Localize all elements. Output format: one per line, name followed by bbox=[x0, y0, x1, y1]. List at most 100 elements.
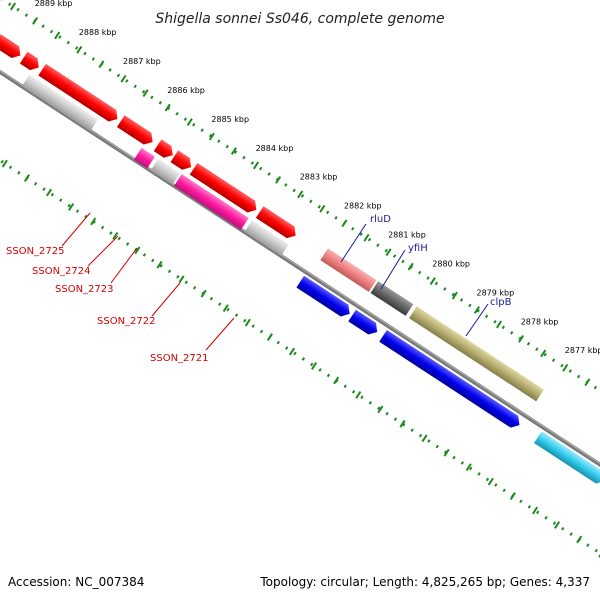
outer-tick-mark bbox=[98, 60, 105, 69]
left-gene-labels: SSON_2725 SSON_2724 SSON_2723 SSON_2722 … bbox=[6, 212, 235, 364]
tick-label: 2884 kbp bbox=[256, 144, 294, 153]
gene-clpb[interactable] bbox=[408, 306, 544, 402]
inner-tick-mark bbox=[443, 448, 450, 457]
gene-red-sson-2725[interactable] bbox=[38, 63, 121, 125]
tick-label: 2880 kbp bbox=[432, 259, 470, 268]
inner-tick-mark bbox=[333, 376, 340, 385]
label-sson-2721[interactable]: SSON_2721 bbox=[150, 353, 209, 364]
tick-label: 2886 kbp bbox=[167, 86, 205, 95]
leader-clpb bbox=[465, 303, 489, 337]
leader-sson-2724 bbox=[87, 235, 119, 267]
outer-tick-mark bbox=[142, 89, 149, 98]
gene-pink-sson-2724[interactable] bbox=[133, 147, 155, 169]
tick-label: 2879 kbp bbox=[477, 288, 515, 297]
gene-pink-sson-2722[interactable] bbox=[174, 174, 249, 230]
right-gene-labels: rluD yfiH clpB bbox=[340, 214, 512, 337]
tick-label: 2877 kbp bbox=[565, 346, 600, 355]
outer-tick-mark bbox=[385, 248, 392, 257]
accession-text: Accession: NC_007384 bbox=[8, 575, 144, 589]
outer-tick-mark bbox=[495, 320, 503, 329]
inner-tick-mark bbox=[134, 246, 141, 255]
inner-tick-mark bbox=[531, 506, 539, 515]
outer-tick-mark bbox=[230, 147, 237, 155]
gene-red-sson-2721[interactable] bbox=[255, 206, 300, 241]
gene-red-sson-2724[interactable] bbox=[116, 115, 156, 148]
leader-sson-2723 bbox=[110, 247, 138, 284]
leader-rlud bbox=[340, 223, 367, 263]
gene-blue-2[interactable] bbox=[348, 309, 381, 338]
gene-blue-1[interactable] bbox=[296, 275, 353, 320]
outer-tick-mark bbox=[473, 306, 480, 314]
tick-labels: 2889 kbp 2888 kbp 2887 kbp 2886 kbp 2885 kbp… bbox=[35, 0, 600, 355]
inner-tick-mark bbox=[377, 405, 384, 414]
outer-tick-mark bbox=[407, 262, 414, 271]
inner-tick-mark bbox=[23, 174, 30, 182]
inner-tick-mark bbox=[1, 159, 8, 168]
tick-label: 2882 kbp bbox=[344, 202, 382, 211]
genome-track bbox=[0, 0, 600, 563]
leader-sson-2721 bbox=[205, 317, 235, 351]
outer-tick-mark bbox=[562, 363, 569, 372]
gene-blue-3[interactable] bbox=[379, 329, 523, 431]
outer-tick-mark bbox=[208, 132, 215, 141]
label-sson-2724[interactable]: SSON_2724 bbox=[32, 266, 91, 277]
map-title: Shigella sonnei Ss046, complete genome bbox=[155, 11, 444, 27]
gene-red-sson-2723b[interactable] bbox=[170, 150, 195, 173]
inner-tick-mark bbox=[509, 492, 516, 500]
inner-tick-mark bbox=[112, 231, 119, 240]
tick-label: 2887 kbp bbox=[123, 57, 161, 66]
inner-tick-mark bbox=[45, 188, 53, 197]
gene-rlud[interactable] bbox=[320, 248, 377, 292]
gene-yfih[interactable] bbox=[370, 281, 414, 316]
inner-tick-mark bbox=[399, 419, 406, 428]
inner-tick-mark bbox=[266, 333, 273, 341]
outer-tick-mark bbox=[297, 190, 304, 199]
outer-tick-mark bbox=[319, 204, 326, 213]
inner-tick-mark bbox=[244, 318, 251, 327]
inner-tick-mark bbox=[200, 289, 207, 298]
label-sson-2723[interactable]: SSON_2723 bbox=[55, 284, 114, 295]
gene-gray-sson-2721[interactable] bbox=[244, 220, 289, 256]
label-rlud[interactable]: rluD bbox=[370, 214, 391, 225]
inner-tick-mark bbox=[156, 260, 163, 269]
inner-tick-mark bbox=[68, 203, 75, 211]
tick-label: 2888 kbp bbox=[79, 28, 117, 37]
tick-label: 2889 kbp bbox=[35, 0, 73, 8]
forward-features-row2 bbox=[21, 74, 289, 256]
gene-cyan-1[interactable] bbox=[534, 431, 600, 487]
inner-tick-line bbox=[0, 94, 600, 563]
gene-red-1[interactable] bbox=[0, 34, 24, 61]
inner-tick-mark bbox=[487, 477, 494, 486]
gene-red-sson-2722[interactable] bbox=[189, 162, 260, 216]
genome-backbone bbox=[0, 48, 600, 501]
label-clpb[interactable]: clpB bbox=[490, 297, 512, 308]
outer-tick-mark bbox=[54, 31, 61, 40]
tick-label: 2881 kbp bbox=[388, 231, 426, 240]
inner-tick-mark bbox=[311, 362, 318, 370]
inner-tick-mark bbox=[90, 217, 97, 226]
inner-tick-mark bbox=[178, 275, 185, 284]
outer-tick-mark bbox=[341, 219, 348, 228]
label-yfih[interactable]: yfiH bbox=[408, 243, 428, 254]
forward-features bbox=[0, 34, 300, 241]
gene-gray-sson-2725[interactable] bbox=[21, 74, 99, 132]
gene-gray-sson-2723[interactable] bbox=[150, 158, 181, 185]
outer-tick-mark bbox=[518, 335, 525, 343]
label-sson-2725[interactable]: SSON_2725 bbox=[6, 246, 65, 257]
outer-tick-mark bbox=[120, 74, 127, 83]
inner-tick-mark bbox=[288, 347, 296, 356]
outer-tick-mark bbox=[252, 161, 260, 170]
gene-red-2[interactable] bbox=[19, 51, 43, 74]
inner-tick-mark bbox=[554, 521, 561, 529]
outer-tick-mark bbox=[363, 233, 370, 242]
topology-text: Topology: circular; Length: 4,825,265 bp… bbox=[259, 575, 590, 589]
gene-red-sson-2723a[interactable] bbox=[153, 139, 177, 161]
inner-tick-mark bbox=[355, 390, 362, 399]
label-sson-2722[interactable]: SSON_2722 bbox=[97, 316, 156, 327]
outer-tick-mark bbox=[429, 277, 436, 285]
outer-tick-mark bbox=[32, 16, 39, 25]
tick-label: 2885 kbp bbox=[211, 115, 249, 124]
tick-marks bbox=[1, 2, 600, 558]
outer-tick-mark bbox=[540, 349, 547, 358]
reverse-features bbox=[296, 275, 600, 487]
